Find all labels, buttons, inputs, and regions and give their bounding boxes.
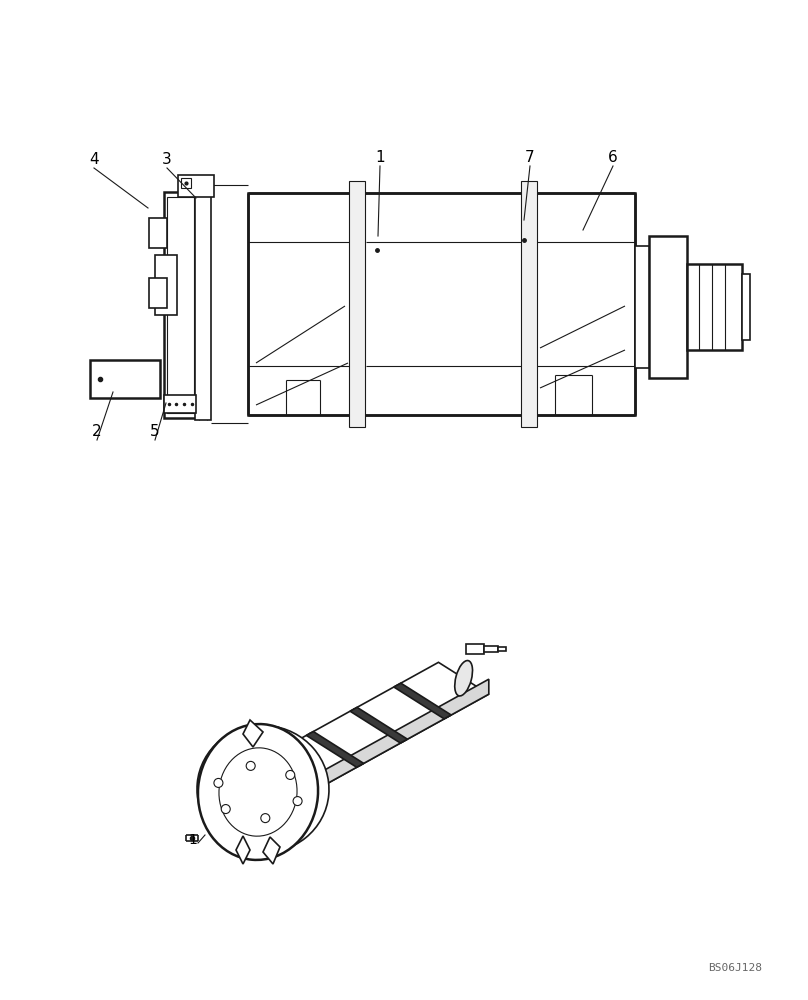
Bar [687, 264, 742, 350]
Polygon shape [354, 685, 448, 741]
Bar [742, 274, 750, 340]
Ellipse shape [198, 724, 318, 860]
Bar [181, 178, 191, 188]
Text: 1: 1 [375, 150, 385, 165]
Ellipse shape [455, 661, 473, 696]
Polygon shape [306, 732, 364, 767]
Text: BS06J128: BS06J128 [708, 963, 762, 973]
Polygon shape [263, 837, 280, 864]
Bar [178, 175, 214, 197]
Circle shape [246, 761, 255, 770]
Bar [90, 360, 160, 398]
Polygon shape [283, 679, 489, 808]
Polygon shape [270, 733, 360, 788]
Bar [498, 647, 506, 651]
Bar [349, 181, 365, 427]
Bar [149, 218, 167, 248]
Text: 2: 2 [92, 424, 102, 440]
Circle shape [286, 770, 295, 779]
Circle shape [214, 778, 223, 787]
Polygon shape [309, 709, 404, 765]
Bar [465, 644, 483, 654]
Text: 4: 4 [89, 152, 99, 167]
Bar [483, 646, 498, 652]
Bar [167, 197, 194, 413]
Bar [164, 192, 197, 418]
Circle shape [221, 805, 230, 814]
Text: 7: 7 [525, 150, 535, 165]
Bar [164, 395, 196, 413]
Bar [155, 255, 177, 315]
Polygon shape [266, 754, 323, 790]
Text: 5: 5 [150, 424, 160, 440]
Bar [649, 236, 687, 378]
Bar [149, 278, 167, 308]
Ellipse shape [197, 725, 329, 853]
Polygon shape [236, 836, 250, 864]
Bar [635, 246, 649, 368]
Polygon shape [243, 720, 263, 747]
Bar [248, 193, 635, 415]
Circle shape [293, 797, 302, 806]
Polygon shape [233, 756, 320, 808]
Polygon shape [398, 662, 489, 717]
Text: 6: 6 [608, 150, 618, 165]
Text: 1: 1 [188, 833, 197, 847]
Polygon shape [393, 683, 451, 719]
Polygon shape [350, 707, 407, 743]
Text: 3: 3 [162, 152, 172, 167]
Bar [195, 184, 211, 420]
Circle shape [261, 814, 270, 823]
Bar [521, 181, 537, 427]
